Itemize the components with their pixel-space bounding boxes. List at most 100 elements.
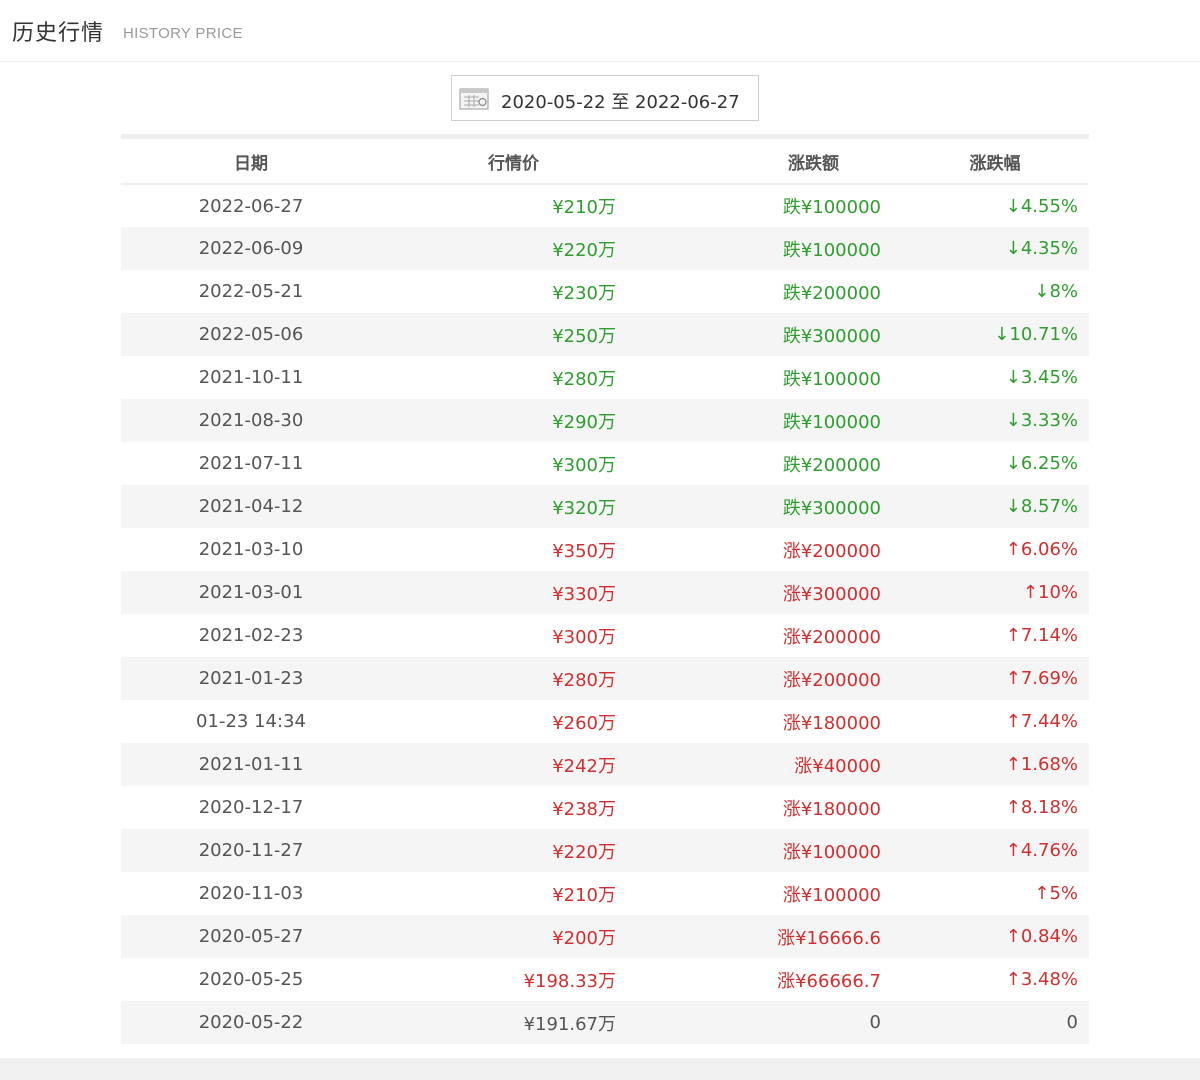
price-cell: ¥210万 (552, 884, 616, 906)
table-row: 2020-11-27 ¥220万 涨¥100000 ↑4.76% (121, 829, 1089, 872)
change-cell: 涨¥100000 (782, 884, 881, 906)
percent-cell: 0 (881, 1001, 1089, 1044)
change-cell: 跌¥200000 (782, 282, 881, 304)
price-cell: ¥220万 (381, 829, 616, 872)
table-row: 2022-06-27 ¥210万 跌¥100000 ↓4.55% (121, 184, 1089, 227)
table-row: 2020-05-27 ¥200万 涨¥16666.6 ↑0.84% (121, 915, 1089, 958)
change-cell: 跌¥100000 (782, 368, 881, 390)
percent-cell: ↓3.33% (881, 399, 1089, 442)
date-cell: 2021-08-30 (121, 399, 381, 442)
percent-cell: ↓10.71% (881, 313, 1089, 356)
table-row: 2021-04-12 ¥320万 跌¥300000 ↓8.57% (121, 485, 1089, 528)
percent-cell: ↑10% (881, 571, 1089, 614)
date-cell: 2021-07-11 (198, 453, 304, 474)
percent-cell: ↓4.55% (1005, 195, 1078, 217)
table-row: 2020-12-17 ¥238万 涨¥180000 ↑8.18% (121, 786, 1089, 829)
calendar-icon (459, 88, 489, 110)
change-cell: 跌¥100000 (616, 227, 881, 270)
percent-cell: ↑5% (1034, 883, 1078, 904)
change-cell: 涨¥40000 (616, 743, 881, 786)
price-cell: ¥242万 (381, 743, 616, 786)
percent-cell: ↓3.45% (1005, 367, 1078, 388)
table-body: 2022-06-27 ¥210万 跌¥100000 ↓4.55% 2022-06-09 ¥… (121, 184, 1089, 1044)
price-cell: ¥191.67万 (381, 1001, 616, 1044)
change-cell: 跌¥200000 (782, 454, 881, 476)
price-cell: ¥200万 (381, 915, 616, 958)
date-cell: 2021-03-01 (121, 571, 381, 614)
table-row: 2021-03-10 ¥350万 涨¥200000 ↑6.06% (121, 528, 1089, 571)
date-cell: 2020-05-25 (198, 969, 304, 990)
price-cell: ¥290万 (381, 399, 616, 442)
date-cell: 2021-03-10 (198, 539, 304, 560)
table-row: 2021-01-11 ¥242万 涨¥40000 ↑1.68% (121, 743, 1089, 786)
table-row: 2020-11-03 ¥210万 涨¥100000 ↑5% (121, 872, 1089, 915)
percent-cell: ↓4.35% (881, 227, 1089, 270)
date-cell: 2021-10-11 (198, 367, 304, 388)
price-cell: ¥280万 (552, 368, 616, 390)
column-header-change: 涨跌额 (616, 139, 881, 185)
date-cell: 2022-06-27 (198, 195, 304, 217)
table-row: 01-23 14:34 ¥260万 涨¥180000 ↑7.44% (121, 700, 1089, 743)
column-header-price: 行情价 (381, 139, 616, 185)
change-cell: 涨¥300000 (616, 571, 881, 614)
date-cell: 2020-11-27 (121, 829, 381, 872)
percent-cell: ↑0.84% (881, 915, 1089, 958)
table-row: 2021-07-11 ¥300万 跌¥200000 ↓6.25% (121, 442, 1089, 485)
change-cell: 涨¥16666.6 (616, 915, 881, 958)
percent-cell: ↓6.25% (1005, 453, 1078, 474)
date-cell: 2020-12-17 (198, 797, 304, 818)
table-row: 2021-02-23 ¥300万 涨¥200000 ↑7.14% (121, 614, 1089, 657)
percent-cell: ↑7.14% (1005, 625, 1078, 646)
change-cell: 涨¥180000 (782, 712, 881, 734)
change-cell: 涨¥180000 (782, 798, 881, 820)
column-header-percent: 涨跌幅 (881, 139, 1089, 185)
table-row: 2021-10-11 ¥280万 跌¥100000 ↓3.45% (121, 356, 1089, 399)
table-row: 2020-05-25 ¥198.33万 涨¥66666.7 ↑3.48% (121, 958, 1089, 1001)
date-cell: 2020-05-27 (121, 915, 381, 958)
percent-cell: ↑1.68% (881, 743, 1089, 786)
change-cell: 涨¥200000 (616, 657, 881, 700)
price-cell: ¥280万 (381, 657, 616, 700)
percent-cell: ↑4.76% (881, 829, 1089, 872)
page-title: 历史行情 (12, 21, 105, 46)
price-cell: ¥198.33万 (523, 970, 616, 992)
date-cell: 2022-06-09 (121, 227, 381, 270)
date-cell: 2021-02-23 (198, 625, 304, 646)
change-cell: 涨¥200000 (782, 626, 881, 648)
change-cell: 跌¥300000 (616, 485, 881, 528)
change-cell: 0 (616, 1001, 881, 1044)
page-subtitle: HISTORY PRICE (123, 25, 243, 42)
percent-cell: ↑7.69% (881, 657, 1089, 700)
change-cell: 跌¥300000 (616, 313, 881, 356)
percent-cell: ↑7.44% (1005, 711, 1078, 732)
price-cell: ¥210万 (552, 197, 616, 218)
change-cell: 跌¥100000 (782, 197, 881, 218)
percent-cell: ↑3.48% (1005, 969, 1078, 990)
table-row: 2021-08-30 ¥290万 跌¥100000 ↓3.33% (121, 399, 1089, 442)
change-cell: 涨¥100000 (616, 829, 881, 872)
change-cell: 跌¥100000 (616, 399, 881, 442)
price-cell: ¥250万 (381, 313, 616, 356)
percent-cell: ↑6.06% (1005, 539, 1078, 560)
date-cell: 2021-01-23 (121, 657, 381, 700)
price-cell: ¥350万 (552, 540, 616, 562)
change-cell: 涨¥66666.7 (777, 970, 881, 992)
date-range-picker[interactable]: 2020-05-22 至 2022-06-27 (451, 75, 759, 121)
table-row: 2021-01-23 ¥280万 涨¥200000 ↑7.69% (121, 657, 1089, 700)
date-range-text: 2020-05-22 至 2022-06-27 (501, 92, 740, 113)
column-header-date: 日期 (121, 139, 381, 185)
table-row: 2021-03-01 ¥330万 涨¥300000 ↑10% (121, 571, 1089, 614)
price-cell: ¥320万 (381, 485, 616, 528)
date-cell: 2021-01-11 (121, 743, 381, 786)
date-cell: 2022-05-21 (198, 281, 304, 302)
table-row: 2022-05-21 ¥230万 跌¥200000 ↓8% (121, 270, 1089, 313)
price-cell: ¥300万 (552, 454, 616, 476)
percent-cell: ↓8% (1034, 281, 1078, 302)
footer-bar (0, 1058, 1200, 1080)
change-cell: 涨¥200000 (782, 540, 881, 562)
date-cell: 2020-11-03 (198, 883, 304, 904)
date-cell: 2021-04-12 (121, 485, 381, 528)
price-cell: ¥260万 (552, 712, 616, 734)
table-header-row: 日期 行情价 涨跌额 涨跌幅 (121, 139, 1089, 185)
table-row: 2020-05-22 ¥191.67万 0 0 (121, 1001, 1089, 1044)
